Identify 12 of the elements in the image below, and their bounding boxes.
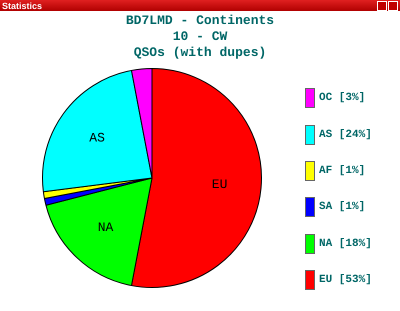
- slice-label: AS: [89, 130, 106, 146]
- legend-label: SA [1%]: [319, 201, 366, 214]
- text: EU [53%]: [319, 274, 372, 286]
- chart-subtitle: 10 - CW QSOs (with dupes): [132, 29, 268, 61]
- text: AS [24%]: [319, 128, 372, 141]
- text: NA [18%]: [319, 238, 372, 250]
- legend-label: OC [3%]: [319, 92, 366, 104]
- slice-label: EU: [212, 176, 228, 192]
- legend-label: AF [1%]: [319, 164, 366, 177]
- slice-label: NA: [98, 220, 114, 235]
- chart-title: BD7LMD - Continents: [124, 13, 276, 29]
- text: Statistics: [2, 0, 42, 10]
